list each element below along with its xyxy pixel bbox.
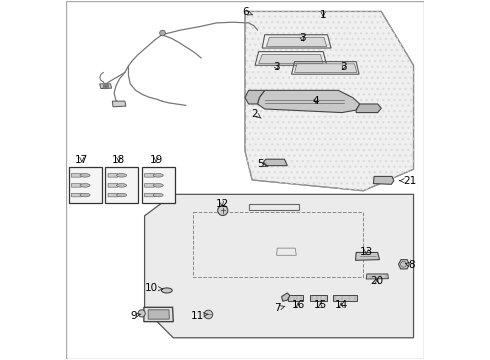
Polygon shape [294,64,357,72]
Polygon shape [145,174,156,177]
Text: 7: 7 [274,303,285,314]
Text: 2: 2 [252,109,261,119]
Polygon shape [112,101,126,107]
Polygon shape [373,176,394,184]
Text: 11: 11 [191,311,208,320]
Polygon shape [258,90,360,113]
Polygon shape [355,252,379,260]
Polygon shape [108,184,120,187]
Circle shape [106,85,109,87]
Text: 4: 4 [313,96,319,106]
Polygon shape [245,12,414,191]
Text: 3: 3 [299,33,306,43]
Ellipse shape [117,174,126,177]
Text: 10: 10 [145,283,163,293]
Polygon shape [282,293,290,301]
Text: 21: 21 [399,176,417,186]
Text: 14: 14 [335,300,348,310]
Polygon shape [267,37,327,46]
Polygon shape [144,307,173,321]
Text: 16: 16 [292,300,305,310]
Polygon shape [259,54,323,63]
Circle shape [204,310,213,319]
Polygon shape [145,193,156,197]
Bar [105,167,138,203]
Ellipse shape [161,288,172,293]
Text: 8: 8 [405,260,415,270]
Ellipse shape [80,193,90,197]
Polygon shape [145,194,414,338]
Circle shape [106,86,109,89]
Text: 3: 3 [273,62,280,72]
Polygon shape [145,184,156,187]
Text: 6: 6 [243,7,252,17]
Bar [69,167,101,203]
Polygon shape [288,296,303,301]
Polygon shape [398,260,409,269]
Polygon shape [245,90,265,104]
Ellipse shape [117,193,126,197]
Text: 20: 20 [370,276,384,286]
Bar [142,167,175,203]
Polygon shape [108,174,120,177]
Circle shape [138,310,146,317]
Text: 12: 12 [216,199,229,210]
Text: 1: 1 [320,10,326,20]
Ellipse shape [80,174,90,177]
Text: 5: 5 [257,159,268,169]
Circle shape [218,206,228,216]
Ellipse shape [153,184,163,187]
Text: 15: 15 [314,300,327,310]
Circle shape [160,30,166,36]
Circle shape [103,85,106,87]
Polygon shape [108,193,120,197]
Text: 9: 9 [130,311,141,320]
Polygon shape [72,193,83,197]
Polygon shape [148,310,170,319]
Polygon shape [310,296,327,301]
Ellipse shape [80,184,90,187]
Circle shape [103,86,106,89]
Polygon shape [72,174,83,177]
Ellipse shape [117,184,126,187]
Text: 19: 19 [149,155,163,165]
Text: 18: 18 [112,155,125,165]
Text: 13: 13 [360,247,373,257]
Polygon shape [100,84,112,89]
Text: 3: 3 [341,62,347,72]
Ellipse shape [153,193,163,197]
Polygon shape [72,184,83,187]
Text: 17: 17 [75,155,89,165]
Polygon shape [356,104,381,113]
Polygon shape [263,159,287,166]
Polygon shape [333,296,357,301]
Polygon shape [366,274,389,279]
Ellipse shape [153,174,163,177]
